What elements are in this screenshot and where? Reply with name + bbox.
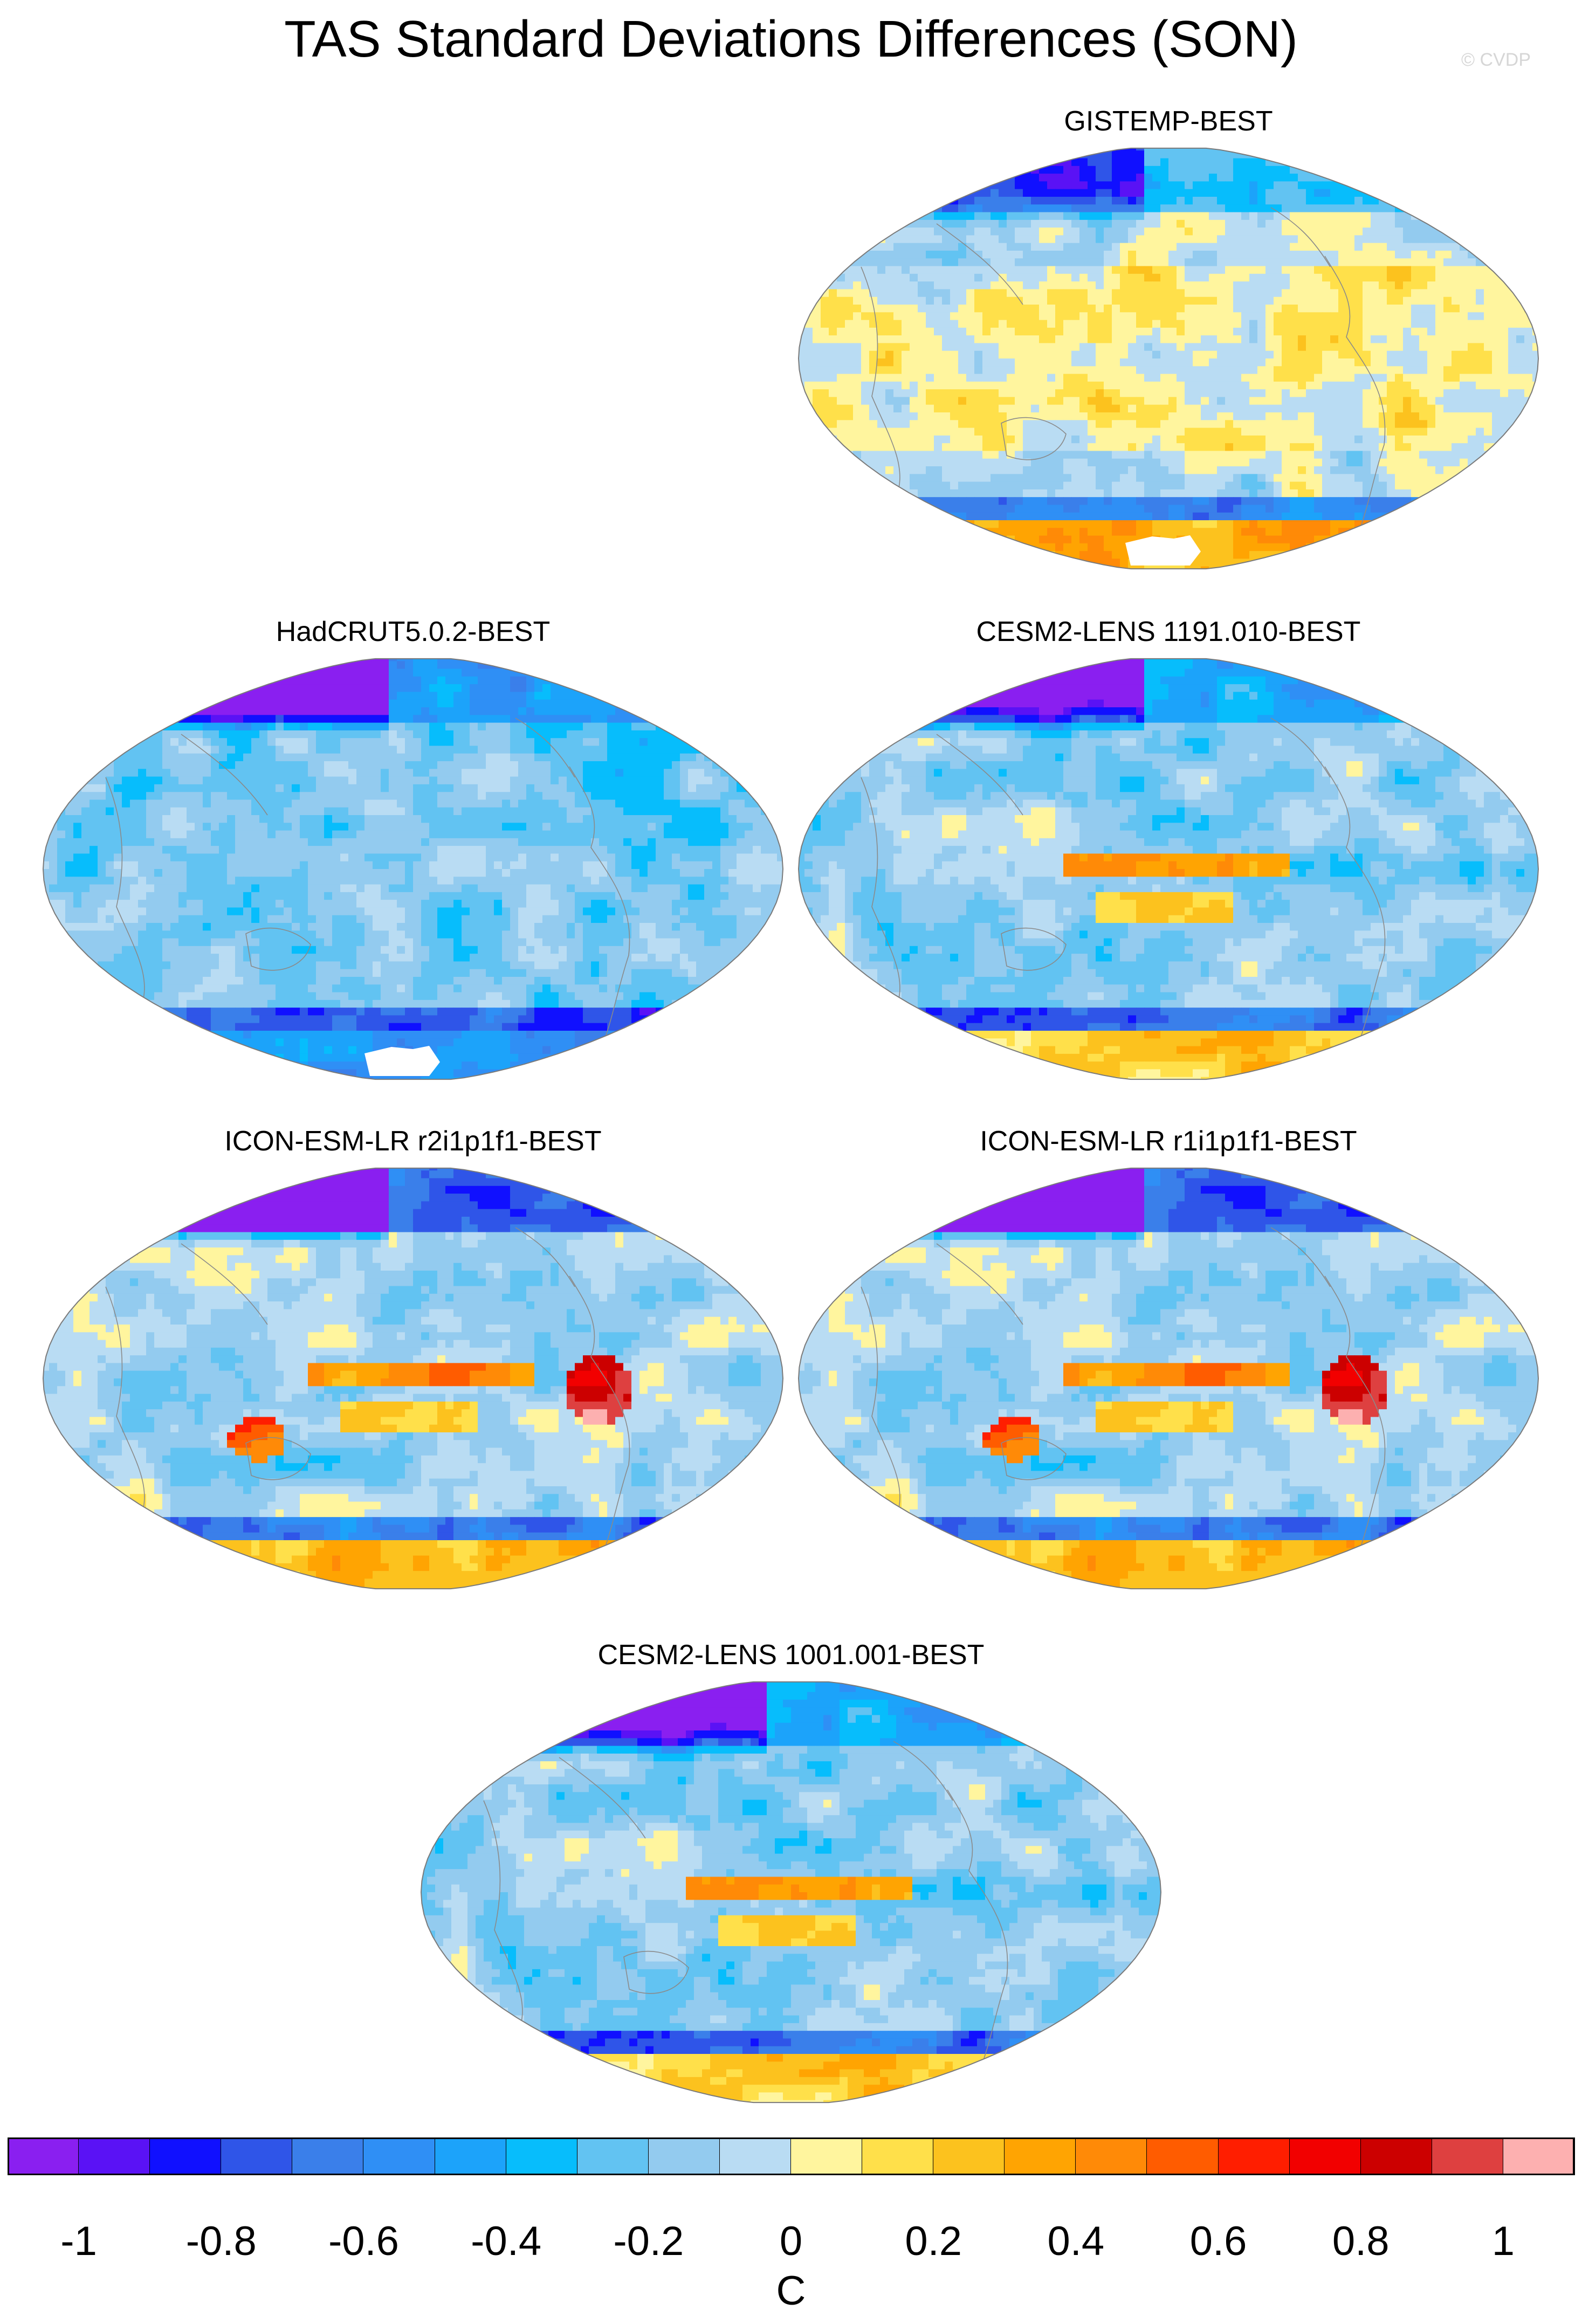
anomaly-field [43, 658, 783, 1080]
colorbar-swatch [363, 2137, 436, 2175]
colorbar-swatch [8, 2137, 80, 2175]
coastline [936, 223, 1023, 305]
coastline [1270, 1227, 1331, 1287]
colorbar-tick-label: 1 [1492, 2220, 1515, 2263]
map-border [797, 1167, 1539, 1590]
robinson-map [42, 1167, 784, 1590]
colorbar-swatch [1147, 2137, 1219, 2175]
coastline [181, 734, 268, 816]
coastline [861, 266, 900, 488]
coastline [245, 927, 311, 971]
colorbar-swatch [1503, 2137, 1575, 2175]
colorbar-tick-label: -1 [60, 2220, 97, 2263]
colorbar-swatch [933, 2137, 1006, 2175]
coastline [515, 1227, 575, 1287]
map-border [42, 658, 784, 1080]
coastline [861, 1286, 900, 1508]
coastline [1324, 766, 1386, 1047]
coastline [245, 1437, 311, 1480]
colorbar-unit-label: C [776, 2270, 806, 2313]
map-border [42, 1167, 784, 1590]
colorbar-swatch [1076, 2137, 1148, 2175]
colorbar-swatch [506, 2137, 578, 2175]
map-panel-gistemp-best: GISTEMP-BEST [796, 106, 1540, 574]
colorbar [8, 2137, 1575, 2175]
robinson-map [797, 147, 1539, 570]
panel-title: GISTEMP-BEST [796, 105, 1540, 137]
panel-title: CESM2-LENS 1191.010-BEST [796, 616, 1540, 648]
anomaly-field [799, 148, 1538, 569]
coastline [1270, 718, 1331, 778]
coastline [569, 1275, 630, 1557]
coastline [515, 718, 575, 778]
colorbar-tick-label: 0.6 [1190, 2220, 1247, 2263]
coastline [947, 1789, 1008, 2071]
coastline [893, 1741, 953, 1801]
coastline [861, 777, 900, 999]
map-panel-hadcrut-best: HadCRUT5.0.2-BEST [41, 616, 785, 1085]
coastline [623, 1950, 689, 1994]
missing-data-patch [364, 1046, 440, 1076]
colorbar-tick-label: 0.2 [905, 2220, 962, 2263]
colorbar-swatch [862, 2137, 934, 2175]
panel-title: CESM2-LENS 1001.001-BEST [419, 1639, 1163, 1671]
map-border [797, 658, 1539, 1080]
copyright-text: © CVDP [1461, 50, 1531, 71]
colorbar-swatch [292, 2137, 364, 2175]
coastline [105, 777, 145, 999]
map-border [797, 147, 1539, 570]
coastline [105, 1286, 145, 1508]
colorbar-swatch [435, 2137, 507, 2175]
coastline [1001, 1437, 1067, 1480]
anomaly-field [421, 1681, 1161, 2103]
figure-title: TAS Standard Deviations Differences (SON… [0, 10, 1582, 69]
coastline [1001, 927, 1067, 971]
colorbar-swatch [221, 2137, 293, 2175]
colorbar-swatch [791, 2137, 863, 2175]
colorbar-swatch [79, 2137, 151, 2175]
colorbar-tick-label: -0.8 [186, 2220, 257, 2263]
robinson-map [797, 658, 1539, 1080]
coastline [569, 766, 630, 1047]
panel-title: HadCRUT5.0.2-BEST [41, 616, 785, 648]
robinson-map [797, 1167, 1539, 1590]
colorbar-swatch [648, 2137, 720, 2175]
anomaly-field [43, 1168, 783, 1589]
colorbar-swatch [719, 2137, 792, 2175]
colorbar-swatch [577, 2137, 649, 2175]
colorbar-swatch [1360, 2137, 1433, 2175]
colorbar-tick-label: 0 [780, 2220, 802, 2263]
robinson-map [42, 658, 784, 1080]
colorbar-tick-label: -0.2 [613, 2220, 684, 2263]
coastline [1001, 417, 1067, 460]
colorbar-swatch [150, 2137, 222, 2175]
colorbar-tick-label: 0.4 [1048, 2220, 1105, 2263]
panel-title: ICON-ESM-LR r1i1p1f1-BEST [796, 1125, 1540, 1157]
missing-data-patch [1125, 535, 1201, 566]
colorbar-swatch [1289, 2137, 1361, 2175]
coastline [559, 1757, 646, 1839]
colorbar-swatch [1432, 2137, 1504, 2175]
coastline [936, 1243, 1023, 1325]
coastline [1270, 207, 1331, 267]
coastline [1324, 1275, 1386, 1557]
colorbar-swatch [1218, 2137, 1290, 2175]
anomaly-field [799, 658, 1538, 1080]
robinson-map [420, 1681, 1162, 2104]
colorbar-tick-label: -0.4 [471, 2220, 541, 2263]
map-panel-icon-esm-lr-r1-best: ICON-ESM-LR r1i1p1f1-BEST [796, 1126, 1540, 1594]
coastline [181, 1243, 268, 1325]
panel-title: ICON-ESM-LR r2i1p1f1-BEST [41, 1125, 785, 1157]
coastline [936, 734, 1023, 816]
map-panel-icon-esm-lr-r2-best: ICON-ESM-LR r2i1p1f1-BEST [41, 1126, 785, 1594]
coastline [483, 1800, 523, 2022]
colorbar-tick-label: -0.6 [328, 2220, 399, 2263]
anomaly-field [799, 1168, 1538, 1589]
map-panel-cesm2-lens-1001-best: CESM2-LENS 1001.001-BEST [419, 1639, 1163, 2108]
coastline [1324, 256, 1386, 537]
colorbar-swatch [1005, 2137, 1077, 2175]
map-panel-cesm2-lens-1191-best: CESM2-LENS 1191.010-BEST [796, 616, 1540, 1085]
colorbar-tick-label: 0.8 [1332, 2220, 1390, 2263]
map-border [420, 1681, 1162, 2104]
